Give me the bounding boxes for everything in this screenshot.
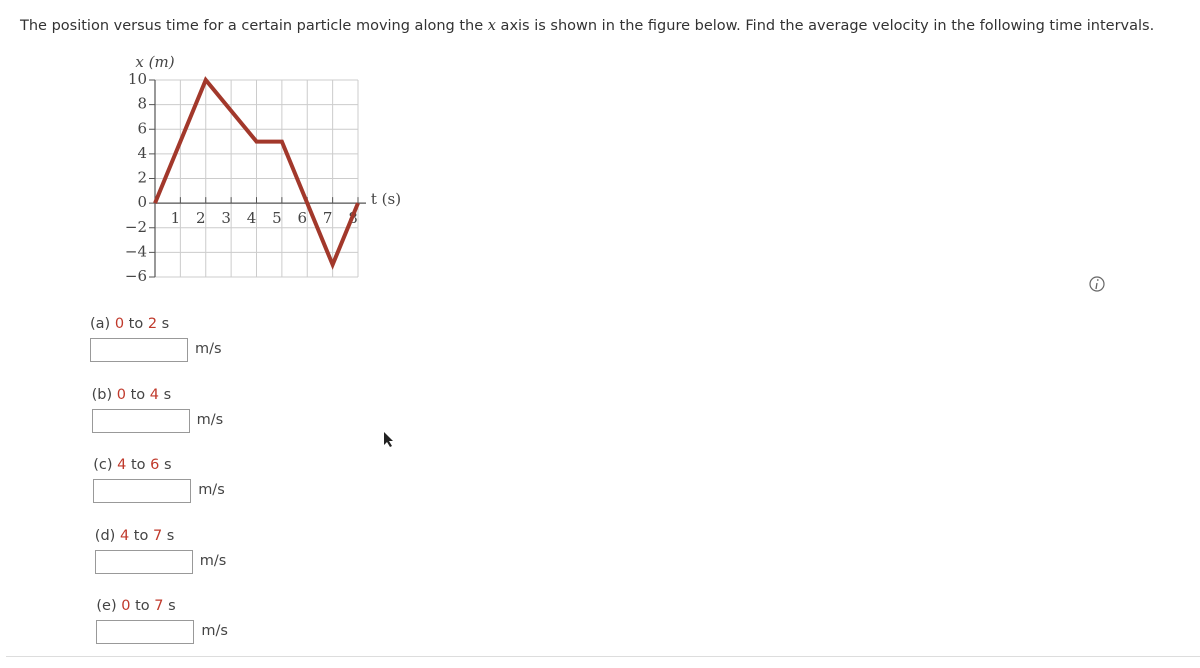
part-letter: (d) bbox=[94, 527, 116, 544]
part-unit: s bbox=[166, 527, 175, 544]
question-part: (a) 0 to 2 s m/s bbox=[90, 316, 222, 362]
part-unit: s bbox=[161, 316, 170, 332]
y-tick-label: 0 bbox=[137, 193, 147, 211]
part-sep: to bbox=[133, 527, 149, 544]
question-part: (d) 4 to 7 s m/s bbox=[94, 528, 226, 574]
part-end: 6 bbox=[150, 457, 160, 473]
part-start: 4 bbox=[117, 457, 127, 473]
x-tick-label: 1 bbox=[171, 209, 181, 227]
part-end: 7 bbox=[152, 527, 163, 544]
x-tick-label: 3 bbox=[221, 209, 231, 227]
answer-input[interactable] bbox=[91, 408, 190, 433]
answer-unit: m/s bbox=[198, 482, 225, 498]
answer-input[interactable] bbox=[90, 338, 188, 362]
y-axis-label: x (m) bbox=[135, 53, 174, 71]
question-text: axis is shown in the figure below. Find … bbox=[495, 18, 1155, 34]
part-end: 4 bbox=[149, 386, 159, 403]
y-tick-label: 2 bbox=[137, 169, 147, 187]
y-tick-label: 4 bbox=[137, 144, 147, 162]
question-part: (e) 0 to 7 s m/s bbox=[96, 598, 228, 644]
question-part: (c) 4 to 6 s m/s bbox=[93, 457, 225, 503]
part-start: 0 bbox=[121, 598, 131, 614]
question: The position versus time for a certain p… bbox=[20, 18, 1154, 34]
part-label: (b) 0 to 4 s bbox=[92, 387, 172, 403]
part-letter: (c) bbox=[93, 457, 113, 473]
frame bbox=[6, 6, 1200, 657]
answer-input[interactable] bbox=[94, 549, 193, 574]
part-start: 4 bbox=[119, 527, 130, 544]
part-sep: to bbox=[130, 386, 146, 403]
answer-input[interactable] bbox=[96, 620, 195, 644]
x-tick-label: 5 bbox=[272, 209, 282, 227]
part-label: (e) 0 to 7 s bbox=[96, 598, 175, 614]
answer-unit: m/s bbox=[195, 341, 222, 357]
part-letter: (a) bbox=[90, 316, 111, 332]
question-text: The position versus time for a certain p… bbox=[20, 18, 488, 34]
y-tick-label: −4 bbox=[125, 242, 147, 260]
x-tick-label: 2 bbox=[196, 209, 206, 227]
x-tick-label: 7 bbox=[323, 209, 333, 227]
answer-unit: m/s bbox=[199, 552, 227, 569]
y-tick-label: 6 bbox=[137, 119, 147, 137]
part-letter: (e) bbox=[96, 598, 117, 614]
y-tick-label: −6 bbox=[125, 267, 147, 285]
y-tick-label: 10 bbox=[128, 70, 147, 88]
x-axis-label: t (s) bbox=[371, 190, 401, 208]
y-tick-label: 8 bbox=[137, 95, 147, 113]
part-label: (a) 0 to 2 s bbox=[90, 316, 169, 332]
info-icon bbox=[1089, 276, 1105, 292]
part-start: 0 bbox=[114, 316, 125, 332]
question-var: x bbox=[487, 18, 496, 34]
y-tick-label: −2 bbox=[125, 218, 147, 236]
part-unit: s bbox=[168, 598, 176, 614]
part-start: 0 bbox=[116, 386, 126, 403]
x-tick-label: 6 bbox=[297, 209, 307, 227]
data-line bbox=[153, 76, 360, 270]
answer-unit: m/s bbox=[201, 623, 228, 639]
part-label: (d) 4 to 7 s bbox=[95, 528, 175, 544]
part-sep: to bbox=[135, 598, 150, 614]
answer-input[interactable] bbox=[93, 479, 192, 503]
part-unit: s bbox=[163, 457, 172, 473]
cursor bbox=[384, 432, 393, 447]
part-label: (c) 4 to 6 s bbox=[93, 457, 171, 473]
part-sep: to bbox=[128, 316, 144, 332]
part-unit: s bbox=[163, 386, 172, 403]
part-end: 7 bbox=[154, 598, 164, 614]
part-end: 2 bbox=[147, 316, 158, 332]
answer-unit: m/s bbox=[196, 411, 224, 428]
question-part: (b) 0 to 4 s m/s bbox=[91, 387, 223, 433]
x-tick-label: 4 bbox=[247, 209, 257, 227]
part-letter: (b) bbox=[91, 386, 113, 403]
part-sep: to bbox=[130, 457, 146, 473]
